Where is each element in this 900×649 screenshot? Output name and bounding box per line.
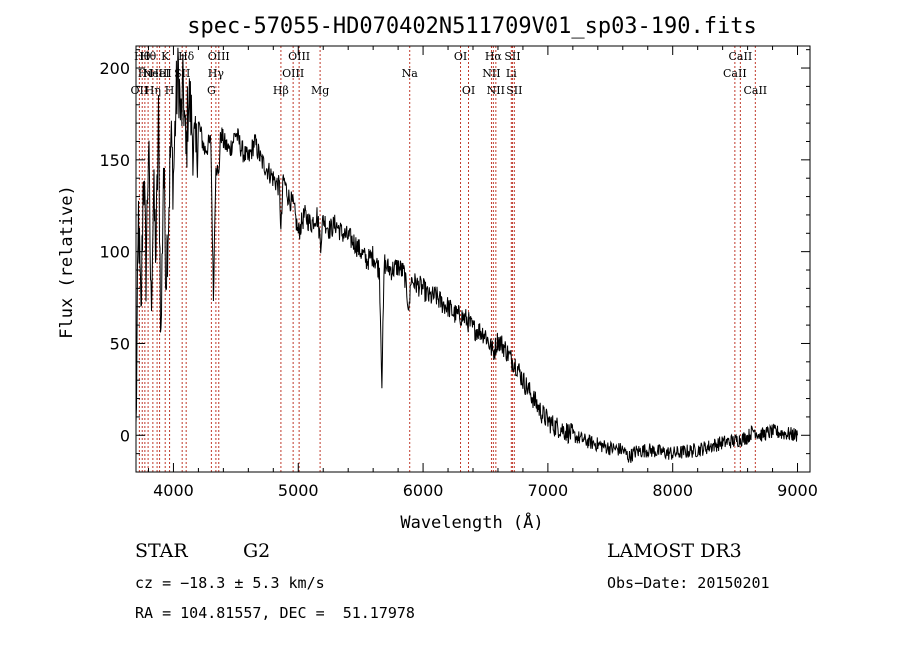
spectral-line-label: Li [506,67,517,80]
spectral-line-label: Hβ [273,84,289,97]
spectral-line-label: NeIII [143,67,172,80]
observation-date: Obs−Date: 20150201 [607,574,770,592]
spectral-line-label: Hδ [178,50,195,63]
y-tick-label: 200 [99,59,130,78]
x-tick-label: 4000 [153,481,194,500]
spectral-line-label: OIII [208,50,230,63]
spectral-line-markers [138,46,756,472]
spectral-line-label: CaII [729,50,753,63]
spectral-line-label: Hθ [140,50,157,63]
spectral-line-label: OIII [282,67,304,80]
x-axis-label: Wavelength (Å) [400,511,543,533]
survey-name: LAMOST DR3 [607,540,742,562]
spectral-line-label: CaII [743,84,767,97]
spectral-line-label: K [161,50,170,63]
spectral-line-label: Hθ [134,50,151,63]
axis-ticks [136,46,810,472]
y-tick-label: 150 [99,151,130,170]
spectral-line-label: OII [131,84,149,97]
axis-tick-labels: 4000 5000 6000 7000 8000 9000 0 50 100 150 200 [99,59,817,500]
spectral-line-label: Hα [485,50,503,63]
x-tick-label: 5000 [278,481,319,500]
spectral-line-label: NII [487,84,505,97]
object-class: STAR [135,540,188,562]
spectral-line-label: Mg [311,84,329,97]
spectral-line-label: H [165,84,175,97]
spectral-line-label: Hι [138,67,152,80]
spectral-line-label: OI [454,50,467,63]
x-tick-label: 9000 [777,481,818,500]
y-tick-label: 100 [99,243,130,262]
spectral-line-label: NII [482,67,500,80]
y-tick-label: 50 [110,334,130,353]
spectral-line-label: OI [462,84,475,97]
x-tick-label: 7000 [528,481,569,500]
spectral-line-label: OIII [288,50,310,63]
spectral-line-label: HeI [149,67,169,80]
x-tick-label: 8000 [652,481,693,500]
ra-dec-coordinates: RA = 104.81557, DEC = 51.17978 [135,604,415,622]
spectral-line-label: SII [504,50,520,63]
spectral-line-label: Hγ [208,67,225,80]
object-subclass: G2 [243,540,271,562]
spectral-line-label: Na [402,67,419,80]
redshift-cz: cz = −18.3 ± 5.3 km/s [135,574,325,592]
chart-title: spec-57055-HD070402N511709V01_sp03-190.f… [187,14,757,39]
spectral-line-label: CaII [723,67,747,80]
y-tick-label: 0 [120,426,130,445]
spectral-line-label: Hη [145,84,161,97]
y-axis-label: Flux (relative) [57,185,77,339]
x-tick-label: 6000 [403,481,444,500]
flux-series-line [135,47,798,463]
spectral-line-label: SII [506,84,522,97]
plot-frame [135,45,811,473]
spectral-line-label: G [207,84,216,97]
